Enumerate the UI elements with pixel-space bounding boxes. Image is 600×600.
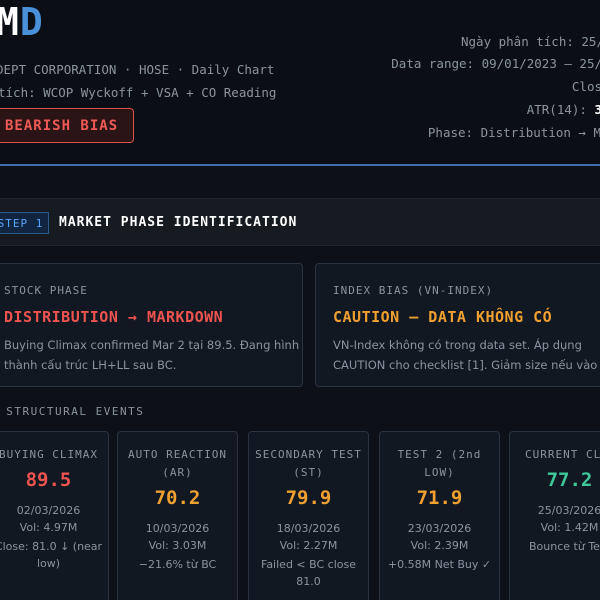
atr-readout: ATR(14): 3 (527, 102, 600, 117)
stock-phase-label: STOCK PHASE (4, 284, 88, 297)
event-volume: Vol: 2.27M (279, 539, 338, 552)
stock-phase-value: DISTRIBUTION → MARKDOWN (4, 308, 224, 326)
step-badge: STEP 1 (0, 212, 49, 234)
event-volume: Vol: 1.42M (540, 521, 599, 534)
event-note: Failed < BC close 81.0 (261, 558, 356, 588)
index-bias-card: INDEX BIAS (VN-INDEX) CAUTION — DATA KHÔ… (315, 263, 600, 387)
logo-letter-m: M (0, 0, 20, 44)
data-range: Data range: 09/01/2023 — 25/ (391, 56, 600, 71)
report-header: MD DEPT CORPORATION · HOSE · Daily Chart… (0, 0, 600, 166)
atr-value: 3 (594, 102, 600, 117)
phase-readout: Phase: Distribution → M (427, 125, 600, 140)
event-date: 23/03/2026 (407, 522, 472, 535)
event-date: 02/03/2026 (16, 504, 81, 517)
structural-events-row: BUYING CLIMAX 89.5 02/03/2026 Vol: 4.97M… (0, 431, 600, 600)
event-label: SECONDARY TEST (ST) (255, 448, 362, 479)
event-card-test-2: TEST 2 (2nd LOW) 71.9 23/03/2026 Vol: 2.… (379, 431, 500, 600)
event-label: CURRENT CLO (525, 448, 600, 461)
step-1-header: STEP 1 MARKET PHASE IDENTIFICATION (0, 198, 600, 246)
event-card-secondary-test: SECONDARY TEST (ST) 79.9 18/03/2026 Vol:… (248, 431, 369, 600)
stock-phase-description: Buying Climax confirmed Mar 2 tại 89.5. … (4, 338, 300, 372)
event-value: 77.2 (546, 469, 593, 491)
index-bias-description-line1: VN-Index không có trong data set. Áp dụn… (333, 338, 582, 352)
event-note: Bounce từ Test (529, 540, 600, 553)
event-note: Close: 81.0 ↓ (near low) (0, 540, 103, 570)
event-date: 18/03/2026 (276, 522, 341, 535)
company-subtitle: DEPT CORPORATION · HOSE · Daily Chart (0, 62, 275, 77)
close-price: Clos (571, 79, 600, 94)
event-note: −21.6% từ BC (138, 558, 217, 571)
event-note: +0.58M Net Buy ✓ (387, 558, 492, 571)
event-value: 79.9 (285, 487, 332, 509)
step-title: MARKET PHASE IDENTIFICATION (59, 215, 298, 230)
event-value: 70.2 (154, 487, 201, 509)
index-bias-label: INDEX BIAS (VN-INDEX) (333, 284, 494, 297)
index-bias-description: VN-Index không có trong data set. Áp dụn… (333, 335, 600, 375)
bearish-bias-badge: BEARISH BIAS (0, 108, 134, 143)
logo-letter-d: D (19, 0, 44, 44)
event-label: TEST 2 (2nd LOW) (397, 448, 482, 479)
event-volume: Vol: 3.03M (148, 539, 207, 552)
event-value: 89.5 (25, 469, 72, 491)
event-label: AUTO REACTION (AR) (127, 448, 228, 479)
atr-label: ATR(14): (526, 102, 595, 117)
event-card-buying-climax: BUYING CLIMAX 89.5 02/03/2026 Vol: 4.97M… (0, 431, 109, 600)
index-bias-value: CAUTION — DATA KHÔNG CÓ (333, 308, 553, 326)
logo: MD (0, 2, 44, 42)
event-date: 10/03/2026 (145, 522, 210, 535)
analysis-method: tích: WCOP Wyckoff + VSA + CO Reading (0, 85, 277, 100)
analysis-date: Ngày phân tích: 25/ (461, 34, 600, 49)
event-card-auto-reaction: AUTO REACTION (AR) 70.2 10/03/2026 Vol: … (117, 431, 238, 600)
event-volume: Vol: 4.97M (19, 521, 78, 534)
event-label: BUYING CLIMAX (0, 448, 99, 461)
event-value: 71.9 (416, 487, 463, 509)
event-card-current-close: CURRENT CLO 77.2 25/03/2026 Vol: 1.42M B… (509, 431, 600, 600)
event-volume: Vol: 2.39M (410, 539, 469, 552)
structural-events-title: Y STRUCTURAL EVENTS (0, 405, 145, 418)
index-bias-description-line2: CAUTION cho checklist [1]. Giảm size nếu… (333, 358, 600, 372)
event-date: 25/03/2026 (537, 504, 600, 517)
stock-phase-card: STOCK PHASE DISTRIBUTION → MARKDOWN Buyi… (0, 263, 303, 387)
